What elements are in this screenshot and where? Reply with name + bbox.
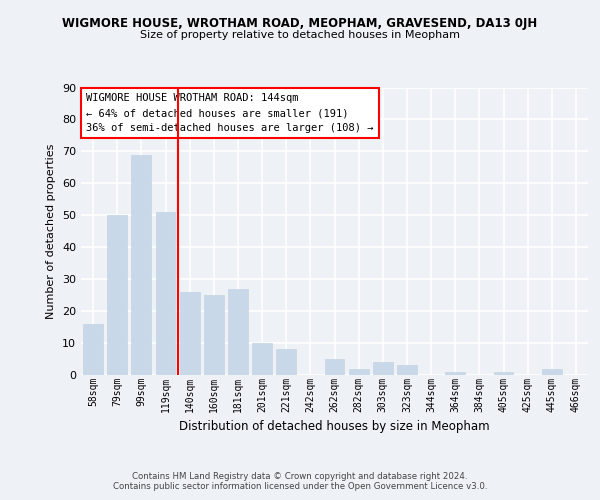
Bar <box>397 366 417 375</box>
Text: WIGMORE HOUSE, WROTHAM ROAD, MEOPHAM, GRAVESEND, DA13 0JH: WIGMORE HOUSE, WROTHAM ROAD, MEOPHAM, GR… <box>62 18 538 30</box>
Y-axis label: Number of detached properties: Number of detached properties <box>46 144 56 319</box>
Bar <box>83 324 103 375</box>
Bar <box>349 368 368 375</box>
Bar <box>228 289 248 375</box>
Bar <box>277 350 296 375</box>
Bar <box>445 372 465 375</box>
Text: Contains public sector information licensed under the Open Government Licence v3: Contains public sector information licen… <box>113 482 487 491</box>
Text: Size of property relative to detached houses in Meopham: Size of property relative to detached ho… <box>140 30 460 40</box>
Bar <box>204 295 224 375</box>
Bar <box>180 292 200 375</box>
X-axis label: Distribution of detached houses by size in Meopham: Distribution of detached houses by size … <box>179 420 490 433</box>
Bar <box>542 368 562 375</box>
Text: WIGMORE HOUSE WROTHAM ROAD: 144sqm
← 64% of detached houses are smaller (191)
36: WIGMORE HOUSE WROTHAM ROAD: 144sqm ← 64%… <box>86 93 374 133</box>
Bar <box>252 343 272 375</box>
Bar <box>131 154 151 375</box>
Bar <box>155 212 175 375</box>
Bar <box>325 359 344 375</box>
Bar <box>373 362 392 375</box>
Bar <box>107 216 127 375</box>
Text: Contains HM Land Registry data © Crown copyright and database right 2024.: Contains HM Land Registry data © Crown c… <box>132 472 468 481</box>
Bar <box>494 372 514 375</box>
